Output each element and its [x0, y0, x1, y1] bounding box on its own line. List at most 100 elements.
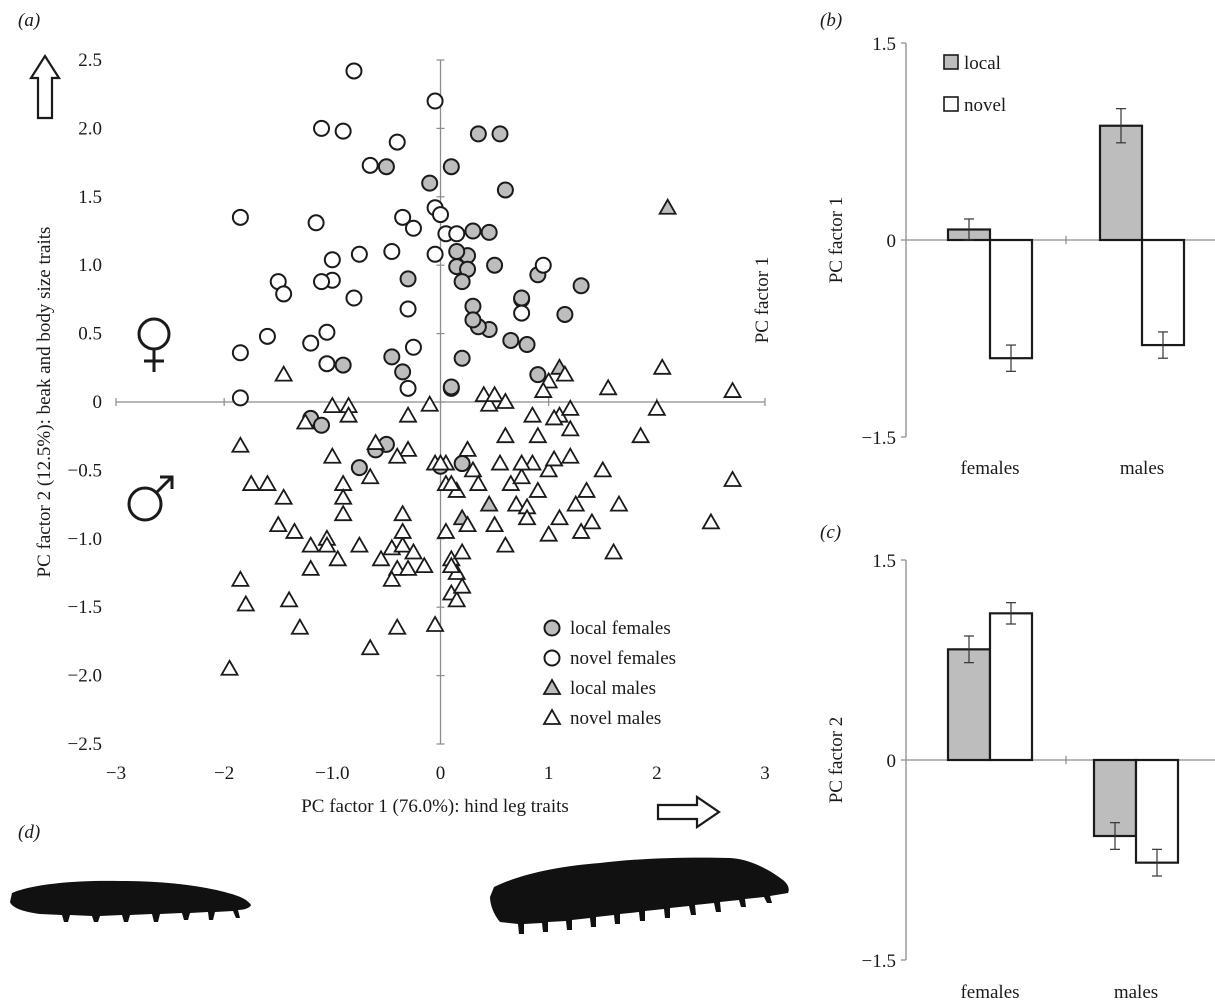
- novel-males-point: [485, 385, 505, 403]
- novel-males-point: [398, 440, 418, 457]
- novel-females-point: [318, 323, 336, 341]
- novel-females-point: [534, 256, 552, 274]
- panel-b-label: (b): [820, 10, 842, 31]
- novel-males-point: [495, 426, 515, 444]
- novel-males-point: [333, 487, 353, 505]
- novel-males-point: [457, 515, 478, 533]
- category-label: males: [1120, 458, 1164, 479]
- novel-females-point: [318, 355, 336, 373]
- category-label: females: [960, 458, 1019, 479]
- novel-males-point: [571, 522, 591, 539]
- legend-label: local: [964, 53, 1001, 74]
- novel-females-point: [426, 92, 444, 110]
- novel-males-point: [387, 617, 407, 635]
- novel-bar: [1140, 238, 1186, 347]
- legend-swatch: [943, 54, 959, 70]
- novel-females-point: [388, 133, 406, 151]
- novel-males-point: [652, 357, 672, 375]
- y-tick-label: 0: [887, 751, 897, 772]
- novel-females-point: [448, 225, 466, 243]
- novel-males-point: [441, 474, 461, 491]
- y-tick-label: −1.5: [862, 428, 896, 449]
- novel-males-point: [544, 449, 564, 467]
- novel-males-point: [447, 590, 467, 608]
- novel-males-point: [582, 512, 602, 530]
- novel-males-point: [533, 381, 553, 398]
- novel-males-point: [430, 453, 451, 471]
- x-tick-label: 2: [652, 763, 662, 784]
- novel-males-point: [268, 515, 288, 533]
- novel-males-point: [322, 396, 342, 414]
- legend-marker: [543, 619, 561, 637]
- y-tick-label: −1.5: [68, 597, 102, 618]
- local-females-point: [313, 416, 331, 434]
- novel-males-point: [257, 474, 277, 491]
- local-females-point: [453, 273, 471, 291]
- novel-males-point: [230, 435, 250, 453]
- local-females-point: [480, 223, 498, 241]
- novel-females-point: [350, 245, 368, 263]
- novel-males-point: [555, 364, 575, 382]
- novel-males-point: [506, 494, 526, 512]
- novel-males-point: [393, 522, 413, 539]
- y-tick-label: 1.5: [78, 187, 102, 208]
- novel-males-point: [290, 617, 310, 635]
- novel-males-point: [452, 576, 472, 594]
- novel-males-point: [479, 394, 499, 412]
- novel-males-point: [360, 638, 380, 656]
- y-tick-label: 0: [93, 392, 103, 413]
- novel-males-point: [539, 460, 559, 478]
- y-tick-label: −1.0: [68, 529, 102, 550]
- local-females-point: [572, 277, 590, 295]
- x-axis-label: PC factor 1 (76.0%): hind leg traits: [301, 796, 569, 817]
- local-females-point: [518, 336, 536, 354]
- novel-males-point: [403, 542, 424, 560]
- novel-males-point: [220, 658, 240, 676]
- local-males-point: [479, 494, 499, 512]
- novel-males-point: [549, 508, 570, 526]
- novel-males-point: [317, 535, 337, 553]
- novel-males-point: [301, 559, 321, 576]
- novel-males-point: [349, 535, 369, 553]
- novel-males-point: [560, 399, 580, 416]
- novel-males-point: [436, 522, 456, 539]
- local-females-point: [383, 348, 401, 366]
- novel-females-point: [361, 156, 379, 174]
- novel-males-point: [722, 470, 743, 487]
- legend-swatch: [943, 96, 959, 112]
- local-females-point: [496, 181, 514, 199]
- local-females-point: [556, 305, 574, 323]
- legend-marker: [542, 708, 562, 725]
- local-females-point: [442, 378, 460, 396]
- novel-females-point: [394, 208, 412, 226]
- y-tick-label: −2.5: [68, 734, 102, 755]
- local-females-point: [464, 222, 482, 240]
- novel-males-point: [339, 405, 359, 423]
- novel-males-point: [425, 615, 445, 632]
- novel-males-point: [512, 467, 532, 485]
- local-bar: [946, 648, 992, 762]
- novel-females-point: [404, 338, 422, 356]
- large-hind-leg-silhouette: [490, 857, 789, 934]
- novel-males-point: [468, 474, 488, 491]
- local-females-point: [334, 356, 352, 374]
- legend-marker: [543, 649, 561, 667]
- novel-males-point: [452, 542, 472, 560]
- local-females-point: [453, 455, 471, 473]
- legend-label: novel: [964, 95, 1006, 116]
- novel-males-point: [539, 524, 559, 542]
- novel-females-point: [334, 122, 352, 140]
- novel-males-point: [544, 408, 564, 426]
- local-females-point: [421, 174, 439, 192]
- legend-label: novel males: [570, 708, 661, 729]
- novel-females-point: [323, 251, 341, 269]
- novel-males-point: [295, 412, 315, 430]
- y-tick-label: 0: [887, 231, 897, 252]
- legend-label: novel females: [570, 648, 676, 669]
- local-males-point: [658, 197, 678, 215]
- y-tick-label: 2.0: [78, 118, 102, 139]
- novel-males-point: [463, 460, 483, 478]
- local-females-point: [491, 125, 509, 143]
- novel-males-point: [398, 559, 418, 576]
